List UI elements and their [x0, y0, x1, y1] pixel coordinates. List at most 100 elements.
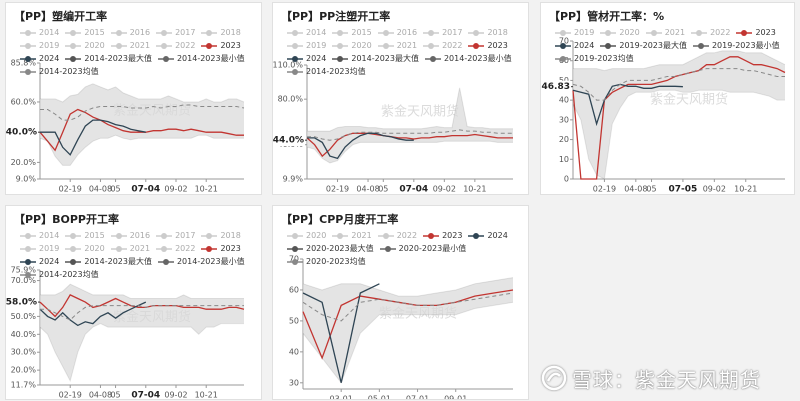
legend-icon [201, 246, 218, 252]
y-tick-label: 40.0% [11, 330, 37, 339]
legend-label: 2020-2023最小值 [398, 244, 467, 253]
legend-label: 2014-2023均值 [39, 270, 99, 279]
legend-icon-dot [292, 56, 298, 62]
y-tick-label: 60.0% [11, 97, 37, 106]
legend-item[interactable]: 2016 [110, 230, 150, 242]
legend-label: 2024 [39, 54, 60, 63]
legend-item[interactable]: 2024 [555, 40, 594, 52]
legend-item[interactable]: 2019 [287, 40, 326, 52]
legend-item[interactable]: 2021 [110, 243, 150, 255]
legend-item[interactable]: 2014-2023最大值 [65, 256, 152, 268]
legend-item[interactable]: 2022 [377, 230, 417, 242]
x-tick-label: 03-01 [330, 395, 353, 400]
legend-item[interactable]: 2014 [20, 27, 59, 39]
legend-item[interactable]: 2023 [201, 243, 241, 255]
legend-label: 2022 [175, 41, 196, 50]
legend-item[interactable]: 2023 [468, 40, 508, 52]
legend-label: 2014-2023最小值 [176, 257, 245, 266]
legend-label: 2019 [39, 41, 60, 50]
legend-item[interactable]: 2023 [423, 230, 462, 242]
x-tick-label: 07-05 [669, 185, 698, 195]
legend-icon [110, 43, 127, 49]
legend-item[interactable]: 2021 [645, 27, 685, 39]
legend-label: 2024 [306, 54, 327, 63]
legend-label: 2019 [306, 41, 327, 50]
legend-icon [468, 233, 485, 239]
legend-item[interactable]: 2015 [65, 230, 105, 242]
legend-item[interactable]: 2019 [20, 243, 59, 255]
legend-icon [379, 246, 396, 252]
legend-item[interactable]: 2022 [156, 40, 195, 52]
legend-item[interactable]: 2014-2023均值 [20, 269, 99, 281]
legend-item[interactable]: 2017 [156, 27, 195, 39]
series-line [40, 83, 245, 103]
range-band [40, 284, 244, 381]
legend-icon [423, 233, 440, 239]
legend-icon [287, 233, 303, 239]
chart-panel: 紫金天风期货110.0%80.0%40.0%9.9%44.0%02-1904-0… [272, 2, 529, 195]
legend-item[interactable]: 2019-2023最大值 [600, 40, 687, 52]
watermark-logo [541, 365, 567, 391]
legend-item[interactable]: 2019 [555, 27, 594, 39]
legend-icon-dot [25, 43, 31, 49]
range-band [307, 87, 513, 163]
legend-label: 2023 [487, 41, 508, 50]
chart-watermark: 紫金天风期货 [381, 104, 459, 120]
legend-icon [692, 43, 709, 49]
legend-item[interactable]: 2014-2023均值 [20, 66, 99, 78]
legend-item[interactable]: 2014 [287, 27, 326, 39]
legend-item[interactable]: 2019-2023最小值 [692, 40, 780, 52]
legend-item[interactable]: 2020-2023最大值 [287, 243, 374, 255]
legend-item[interactable]: 2020 [65, 243, 105, 255]
legend-item[interactable]: 2024 [20, 53, 59, 65]
legend-item[interactable]: 2014-2023最小值 [157, 256, 245, 268]
legend-item[interactable]: 2022 [423, 40, 462, 52]
legend-item[interactable]: 2014-2023最小值 [424, 53, 512, 65]
legend-label: 2019 [574, 28, 595, 37]
legend-item[interactable]: 2017 [156, 230, 195, 242]
legend-item[interactable]: 2014-2023最小值 [157, 53, 245, 65]
legend-icon-dot [382, 30, 389, 36]
x-tick-label: 05 [110, 391, 120, 400]
legend-item[interactable]: 2021 [377, 40, 417, 52]
legend-item[interactable]: 2020-2023均值 [287, 256, 366, 268]
legend-label: 2022 [710, 28, 731, 37]
legend-item[interactable]: 2015 [65, 27, 105, 39]
x-tick-label: 07-04 [131, 391, 160, 400]
legend-item[interactable]: 2019 [20, 40, 59, 52]
legend-item[interactable]: 2016 [110, 27, 150, 39]
x-tick-label: 07-01 [406, 395, 429, 400]
legend-item[interactable]: 2016 [377, 27, 417, 39]
legend-item[interactable]: 2024 [468, 230, 508, 242]
legend-item[interactable]: 2015 [332, 27, 372, 39]
legend-item[interactable]: 2014 [20, 230, 59, 242]
legend-item[interactable]: 2019-2023均值 [555, 53, 634, 65]
legend-icon-dot [605, 30, 612, 36]
legend-item[interactable]: 2020 [600, 27, 640, 39]
legend-item[interactable]: 2020 [332, 40, 372, 52]
legend-item[interactable]: 2020 [287, 230, 326, 242]
legend-icon [377, 233, 394, 239]
legend-icon [287, 56, 303, 62]
series-line [302, 277, 514, 297]
legend-item[interactable]: 2021 [332, 230, 372, 242]
legend-item[interactable]: 2023 [201, 40, 241, 52]
legend-item[interactable]: 2021 [110, 40, 150, 52]
legend-item[interactable]: 2023 [736, 27, 776, 39]
legend-item[interactable]: 2014-2023最大值 [65, 53, 152, 65]
legend-item[interactable]: 2022 [691, 27, 730, 39]
legend-item[interactable]: 2018 [468, 27, 508, 39]
legend-item[interactable]: 2018 [201, 230, 241, 242]
legend-item[interactable]: 2020-2023最小值 [379, 243, 467, 255]
legend-item[interactable]: 2018 [201, 27, 241, 39]
legend-icon [555, 56, 571, 62]
legend-item[interactable]: 2014-2023均值 [287, 66, 366, 78]
legend-item[interactable]: 2022 [156, 243, 195, 255]
legend-item[interactable]: 2020 [65, 40, 105, 52]
legend-item[interactable]: 2014-2023最大值 [332, 53, 419, 65]
legend-item[interactable]: 2024 [287, 53, 326, 65]
range-band [573, 50, 785, 179]
legend-icon-dot [428, 233, 435, 239]
legend-item[interactable]: 2017 [423, 27, 462, 39]
legend-item[interactable]: 2024 [20, 256, 59, 268]
